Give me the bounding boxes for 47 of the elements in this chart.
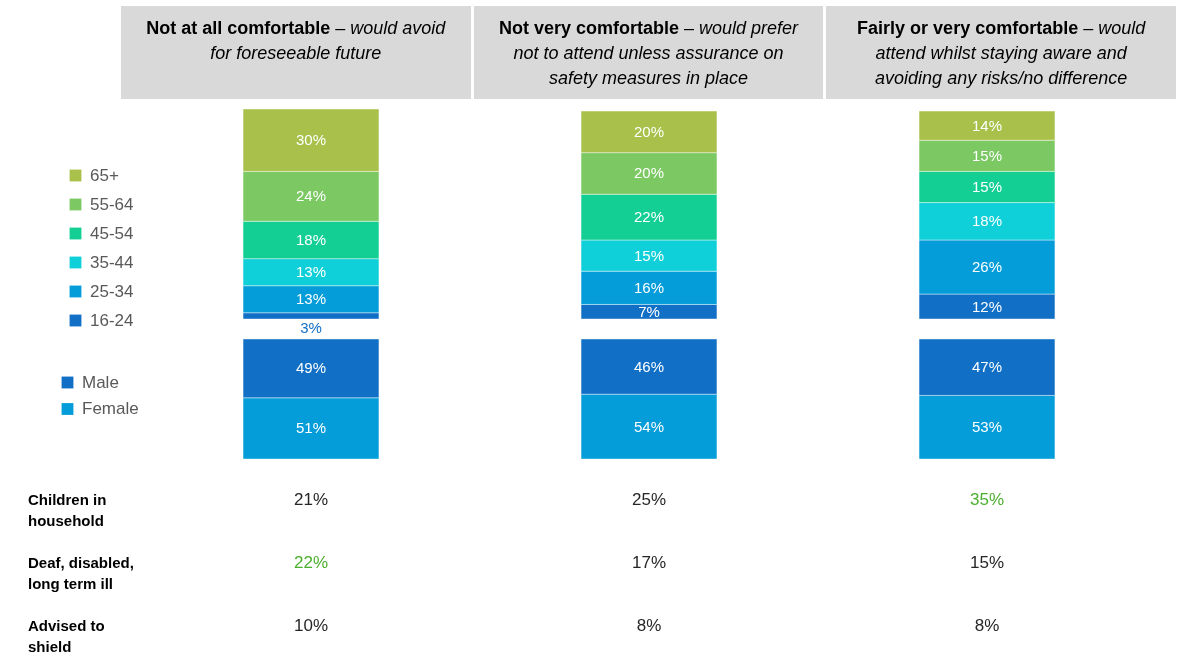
legend-label: 16-24: [90, 310, 134, 330]
legend-label: 45-54: [90, 223, 134, 243]
data-label: 18%: [295, 230, 327, 248]
data-label: 12%: [971, 297, 1003, 315]
x-tick-label: Fairly or very comfortable – would attend whilst staying aware and avoiding any risks/no difference: [857, 17, 1146, 88]
y-tick-label: Deaf, disabled, long term ill: [28, 553, 134, 592]
y-tick-label: Advised to shield: [28, 616, 105, 655]
data-label: 7%: [638, 302, 660, 320]
y-tick-label: Children in household: [28, 490, 107, 529]
data-label: 21%: [293, 489, 329, 509]
data-label: 14%: [971, 116, 1003, 134]
data-label: 15%: [969, 552, 1005, 572]
legend-label: Male: [82, 372, 119, 392]
data-label: 46%: [633, 357, 665, 375]
data-label: 47%: [971, 358, 1003, 376]
data-label: 20%: [633, 122, 665, 140]
data-label: 53%: [971, 418, 1003, 436]
data-label: 10%: [293, 615, 329, 635]
data-label: 8%: [974, 615, 1000, 635]
data-label: 30%: [295, 131, 327, 149]
data-label: 22%: [293, 552, 329, 572]
data-label: 15%: [633, 246, 665, 264]
data-label: 13%: [295, 263, 327, 281]
legend-label: 65+: [90, 165, 119, 185]
data-label: 35%: [969, 489, 1005, 509]
x-tick-label: Not at all comfortable – would avoid for foreseeable future: [146, 17, 446, 63]
legend-label: 55-64: [90, 194, 134, 214]
data-label: 51%: [295, 419, 327, 437]
legend-label: 25-34: [90, 281, 134, 301]
data-label: 25%: [631, 489, 667, 509]
data-label: 22%: [633, 208, 665, 226]
data-label: 26%: [971, 258, 1003, 276]
legend-label: Female: [82, 399, 139, 418]
data-label: 15%: [971, 146, 1003, 164]
data-label: 3%: [300, 319, 322, 336]
data-label: 24%: [295, 187, 327, 205]
data-label: 54%: [633, 417, 665, 435]
data-label: 20%: [633, 164, 665, 182]
data-label: 15%: [971, 177, 1003, 195]
x-tick-label: Not very comfortable – would prefer not to attend unless assurance on safety measures in place: [498, 17, 799, 88]
data-label: 49%: [295, 359, 327, 377]
data-label: 13%: [295, 290, 327, 308]
data-label: 16%: [633, 278, 665, 296]
legend-label: 35-44: [90, 252, 134, 272]
data-label: 17%: [631, 552, 667, 572]
data-label: 18%: [971, 212, 1003, 230]
data-label: 8%: [636, 615, 662, 635]
